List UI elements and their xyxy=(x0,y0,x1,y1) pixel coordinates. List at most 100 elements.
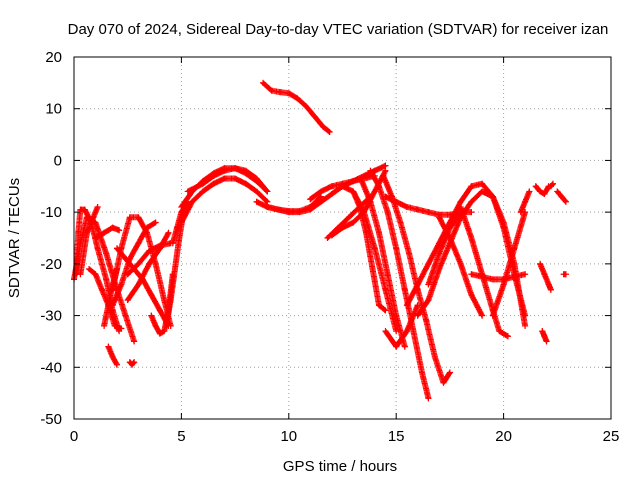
series-arc-36 xyxy=(436,214,486,319)
data-point xyxy=(479,180,486,187)
data-point xyxy=(81,206,88,213)
series-arc-39 xyxy=(489,209,529,319)
data-point xyxy=(152,322,159,329)
data-point xyxy=(268,87,275,94)
data-point xyxy=(414,281,421,288)
data-point xyxy=(436,214,443,221)
data-point xyxy=(425,281,432,288)
data-point xyxy=(75,229,82,236)
data-point xyxy=(431,353,438,360)
data-point xyxy=(146,260,153,267)
data-point xyxy=(440,379,447,386)
data-point xyxy=(371,245,378,252)
data-point xyxy=(101,229,108,236)
data-point xyxy=(446,369,453,376)
data-point xyxy=(522,198,529,205)
data-point xyxy=(457,203,464,210)
data-point xyxy=(318,198,325,205)
data-point xyxy=(558,193,565,200)
data-point xyxy=(457,260,464,267)
data-point xyxy=(90,214,97,221)
data-point xyxy=(468,271,475,278)
data-point xyxy=(232,175,239,182)
y-tick-label: 10 xyxy=(45,101,62,118)
data-point xyxy=(384,209,391,216)
data-point xyxy=(468,209,475,216)
data-point xyxy=(543,338,550,345)
data-point xyxy=(302,103,309,110)
chart-title: Day 070 of 2024, Sidereal Day-to-day VTE… xyxy=(68,21,609,38)
data-point xyxy=(550,180,557,187)
data-point xyxy=(210,172,217,179)
data-point xyxy=(242,167,249,174)
data-point xyxy=(277,89,284,96)
data-point xyxy=(109,224,116,231)
x-tick-labels: 0 5 10 15 20 25 xyxy=(70,428,620,445)
data-point xyxy=(171,266,178,273)
data-point xyxy=(83,229,90,236)
y-tick-label: 20 xyxy=(45,49,62,66)
data-point xyxy=(326,128,333,135)
data-point xyxy=(468,235,475,241)
data-point xyxy=(124,297,131,304)
data-point xyxy=(403,328,410,335)
data-point xyxy=(253,175,260,182)
series-arc-30 xyxy=(380,172,453,386)
data-point xyxy=(436,250,443,257)
data-point xyxy=(103,250,110,257)
data-point xyxy=(489,193,496,200)
y-tick-label: -50 xyxy=(40,411,62,428)
data-point xyxy=(393,312,400,319)
data-point xyxy=(345,214,352,221)
data-point xyxy=(350,178,357,185)
data-point xyxy=(436,266,443,273)
data-point xyxy=(135,214,142,221)
data-point xyxy=(318,193,325,200)
data-point xyxy=(148,291,155,298)
data-point xyxy=(446,235,453,241)
data-point xyxy=(178,209,185,216)
data-point xyxy=(165,229,172,236)
data-point xyxy=(468,183,475,190)
data-point xyxy=(526,188,533,195)
series-arc-09 xyxy=(109,214,174,329)
data-point xyxy=(118,281,125,288)
data-point xyxy=(562,198,569,205)
data-point xyxy=(363,229,370,236)
series-arc-31 xyxy=(382,302,421,350)
data-point xyxy=(264,198,271,205)
data-point xyxy=(307,206,314,213)
data-point xyxy=(118,325,125,332)
data-point xyxy=(382,286,389,293)
data-point xyxy=(260,79,267,86)
data-point xyxy=(122,312,129,319)
data-point xyxy=(109,353,116,360)
y-tick-label: -10 xyxy=(40,204,62,221)
series-arc-05 xyxy=(92,224,123,241)
data-point xyxy=(94,245,101,252)
data-point xyxy=(94,203,101,210)
y-axis-label: SDTVAR / TECUs xyxy=(6,178,23,298)
data-point xyxy=(500,281,507,288)
data-point xyxy=(562,271,569,278)
data-point xyxy=(285,90,292,97)
series-arc-10 xyxy=(109,219,159,309)
y-tick-label: -20 xyxy=(40,256,62,273)
series-arc-45 xyxy=(554,188,569,205)
data-points xyxy=(71,79,569,402)
series-arc-34 xyxy=(414,188,529,329)
series-arc-23 xyxy=(307,172,378,203)
data-point xyxy=(199,188,206,195)
data-point xyxy=(77,271,84,278)
plot-frame xyxy=(73,56,612,420)
data-point xyxy=(425,395,432,402)
series-arc-44 xyxy=(547,180,557,190)
series-arc-46 xyxy=(560,271,569,278)
data-point xyxy=(496,328,503,335)
data-point xyxy=(189,198,196,205)
data-point xyxy=(285,209,292,216)
data-point xyxy=(144,224,151,231)
data-point xyxy=(369,266,376,273)
data-point xyxy=(382,167,389,174)
data-point xyxy=(539,328,546,335)
